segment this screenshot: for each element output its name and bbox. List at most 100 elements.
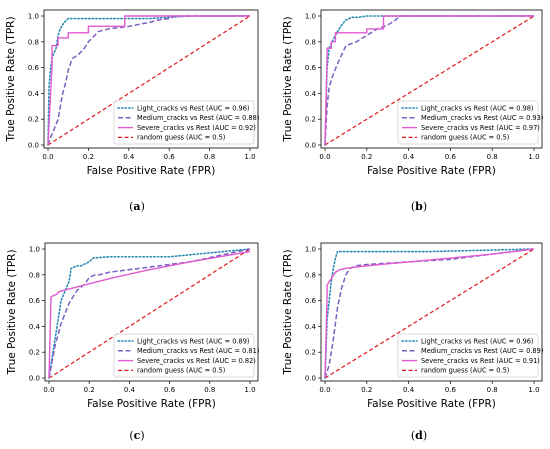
y-tick-label: 0.4 xyxy=(305,90,317,98)
x-tick-label: 1.0 xyxy=(528,153,539,161)
x-tick-label: 0.6 xyxy=(164,153,176,161)
legend-label-medium: Medium_cracks vs Rest (AUC = 0.93) xyxy=(421,114,543,122)
panel-label: (a) xyxy=(129,200,145,213)
legend-box xyxy=(397,333,539,378)
legend-label-severe: Severe_cracks vs Rest (AUC = 0.97) xyxy=(421,124,540,132)
legend: Light_cracks vs Rest (AUC = 0.89) Medium_… xyxy=(113,333,259,378)
series-line-medium xyxy=(48,248,251,379)
series-line-light xyxy=(324,248,535,379)
y-tick-label: 0.4 xyxy=(305,323,317,331)
y-tick-label: 1.0 xyxy=(305,13,316,21)
y-tick-label: 1.0 xyxy=(305,246,316,254)
x-tick-label: 0.6 xyxy=(445,386,457,394)
x-tick-label: 0.8 xyxy=(487,386,498,394)
x-axis-label: False Positive Rate (FPR) xyxy=(87,165,216,177)
series-line-medium xyxy=(324,15,534,146)
y-tick-label: 0.0 xyxy=(29,375,40,383)
y-tick-label: 0.2 xyxy=(305,349,316,357)
series-line-light xyxy=(324,15,535,146)
x-tick-label: 0.6 xyxy=(164,386,176,394)
y-tick-label: 0.4 xyxy=(28,90,40,98)
y-tick-label: 0.6 xyxy=(305,297,317,305)
series-line-random xyxy=(48,248,251,379)
legend-box xyxy=(113,100,255,145)
x-tick-label: 0.4 xyxy=(403,386,415,394)
series-line-severe xyxy=(324,15,534,146)
plot-frame xyxy=(320,9,543,149)
y-tick-label: 0.0 xyxy=(28,142,39,150)
legend-label-light: Light_cracks vs Rest (AUC = 0.96) xyxy=(137,104,249,112)
series-line-severe xyxy=(324,248,535,379)
legend: Light_cracks vs Rest (AUC = 0.98) Medium_… xyxy=(397,100,543,145)
x-tick-label: 0.2 xyxy=(83,153,94,161)
x-tick-label: 0.0 xyxy=(43,386,54,394)
legend-label-severe: Severe_cracks vs Rest (AUC = 0.92) xyxy=(137,124,256,132)
x-tick-label: 0.0 xyxy=(42,153,53,161)
series-line-random xyxy=(324,15,535,146)
panel-label: (c) xyxy=(129,429,144,442)
legend: Light_cracks vs Rest (AUC = 0.96) Medium_… xyxy=(113,100,259,145)
legend-label-random: random guess (AUC = 0.5) xyxy=(421,367,509,375)
series-line-severe xyxy=(48,250,251,379)
legend-box xyxy=(113,333,255,378)
legend-label-light: Light_cracks vs Rest (AUC = 0.89) xyxy=(137,337,249,345)
y-tick-label: 0.0 xyxy=(305,375,316,383)
plot-frame xyxy=(44,242,259,382)
x-tick-label: 0.0 xyxy=(319,153,330,161)
y-tick-label: 0.2 xyxy=(28,116,39,124)
y-tick-label: 0.8 xyxy=(29,271,40,279)
y-tick-label: 0.8 xyxy=(305,38,316,46)
series-line-random xyxy=(324,248,535,379)
x-tick-label: 0.4 xyxy=(403,153,415,161)
legend-label-random: random guess (AUC = 0.5) xyxy=(421,134,509,142)
series-line-medium xyxy=(324,248,535,379)
y-axis-label: True Positive Rate (TPR) xyxy=(5,16,17,142)
x-tick-label: 0.4 xyxy=(124,386,136,394)
x-axis-label: False Positive Rate (FPR) xyxy=(87,398,216,410)
y-tick-label: 1.0 xyxy=(28,13,39,21)
x-tick-label: 1.0 xyxy=(528,386,539,394)
y-tick-label: 1.0 xyxy=(29,246,40,254)
roc-panel-1: 0.00.0 0.2 0.2 0.4 0.4 0.6 0.6 0.8 0.8 1.0 1.0 Fals… xyxy=(5,9,259,213)
x-tick-label: 1.0 xyxy=(244,386,255,394)
roc-panel-3: 0.00.0 0.2 0.2 0.4 0.4 0.6 0.6 0.8 0.8 1.0 1.0 Fals… xyxy=(6,242,259,442)
plot-frame xyxy=(43,9,259,149)
x-tick-label: 0.4 xyxy=(123,153,135,161)
y-tick-label: 0.2 xyxy=(29,349,40,357)
x-tick-label: 0.8 xyxy=(204,153,215,161)
roc-panel-4: 0.00.0 0.2 0.2 0.4 0.4 0.6 0.6 0.8 0.8 1.0 1.0 Fals… xyxy=(282,242,543,442)
panel-label: (b) xyxy=(411,200,427,213)
legend-box xyxy=(397,100,539,145)
series-line-light xyxy=(47,15,251,146)
legend: Light_cracks vs Rest (AUC = 0.96) Medium_… xyxy=(397,333,543,378)
legend-label-medium: Medium_cracks vs Rest (AUC = 0.89) xyxy=(421,347,543,355)
series-line-random xyxy=(47,15,251,146)
x-tick-label: 1.0 xyxy=(244,153,255,161)
x-axis-label: False Positive Rate (FPR) xyxy=(367,165,496,177)
legend-label-random: random guess (AUC = 0.5) xyxy=(137,367,225,375)
legend-label-severe: Severe_cracks vs Rest (AUC = 0.91) xyxy=(421,357,540,365)
legend-label-random: random guess (AUC = 0.5) xyxy=(137,134,225,142)
roc-panel-2: 0.00.0 0.2 0.2 0.4 0.4 0.6 0.6 0.8 0.8 1.0 1.0 Fals… xyxy=(282,9,543,213)
y-tick-label: 0.8 xyxy=(28,38,39,46)
y-tick-label: 0.2 xyxy=(305,116,316,124)
y-tick-label: 0.6 xyxy=(28,64,40,72)
x-tick-label: 0.6 xyxy=(445,153,457,161)
x-tick-label: 0.2 xyxy=(361,386,372,394)
legend-label-medium: Medium_cracks vs Rest (AUC = 0.81) xyxy=(137,347,259,355)
x-tick-label: 0.8 xyxy=(204,386,215,394)
series-line-medium xyxy=(47,15,250,146)
y-tick-label: 0.4 xyxy=(29,323,41,331)
x-tick-label: 0.2 xyxy=(361,153,372,161)
legend-label-severe: Severe_cracks vs Rest (AUC = 0.82) xyxy=(137,357,256,365)
y-axis-label: True Positive Rate (TPR) xyxy=(6,249,18,375)
x-tick-label: 0.2 xyxy=(84,386,95,394)
x-tick-label: 0.8 xyxy=(487,153,498,161)
series-line-light xyxy=(48,248,251,379)
y-tick-label: 0.6 xyxy=(305,64,317,72)
y-axis-label: True Positive Rate (TPR) xyxy=(282,16,294,142)
y-tick-label: 0.0 xyxy=(305,142,316,150)
y-axis-label: True Positive Rate (TPR) xyxy=(282,249,294,375)
y-tick-label: 0.6 xyxy=(29,297,41,305)
